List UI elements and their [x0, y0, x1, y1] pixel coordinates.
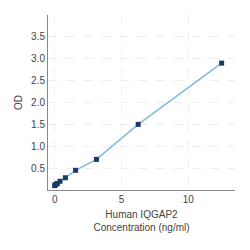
svg-text:0: 0 — [52, 194, 58, 205]
svg-text:1.5: 1.5 — [31, 119, 45, 130]
svg-text:3.5: 3.5 — [31, 31, 45, 42]
svg-text:3.0: 3.0 — [31, 53, 45, 64]
svg-text:2.5: 2.5 — [31, 75, 45, 86]
svg-text:1.0: 1.0 — [31, 141, 45, 152]
svg-text:10: 10 — [183, 194, 195, 205]
svg-text:0.5: 0.5 — [31, 163, 45, 174]
svg-text:OD: OD — [13, 95, 24, 110]
svg-text:Human IQGAP2Concentration (ng/: Human IQGAP2Concentration (ng/ml) — [93, 209, 189, 233]
svg-text:5: 5 — [119, 194, 125, 205]
svg-text:2.0: 2.0 — [31, 97, 45, 108]
